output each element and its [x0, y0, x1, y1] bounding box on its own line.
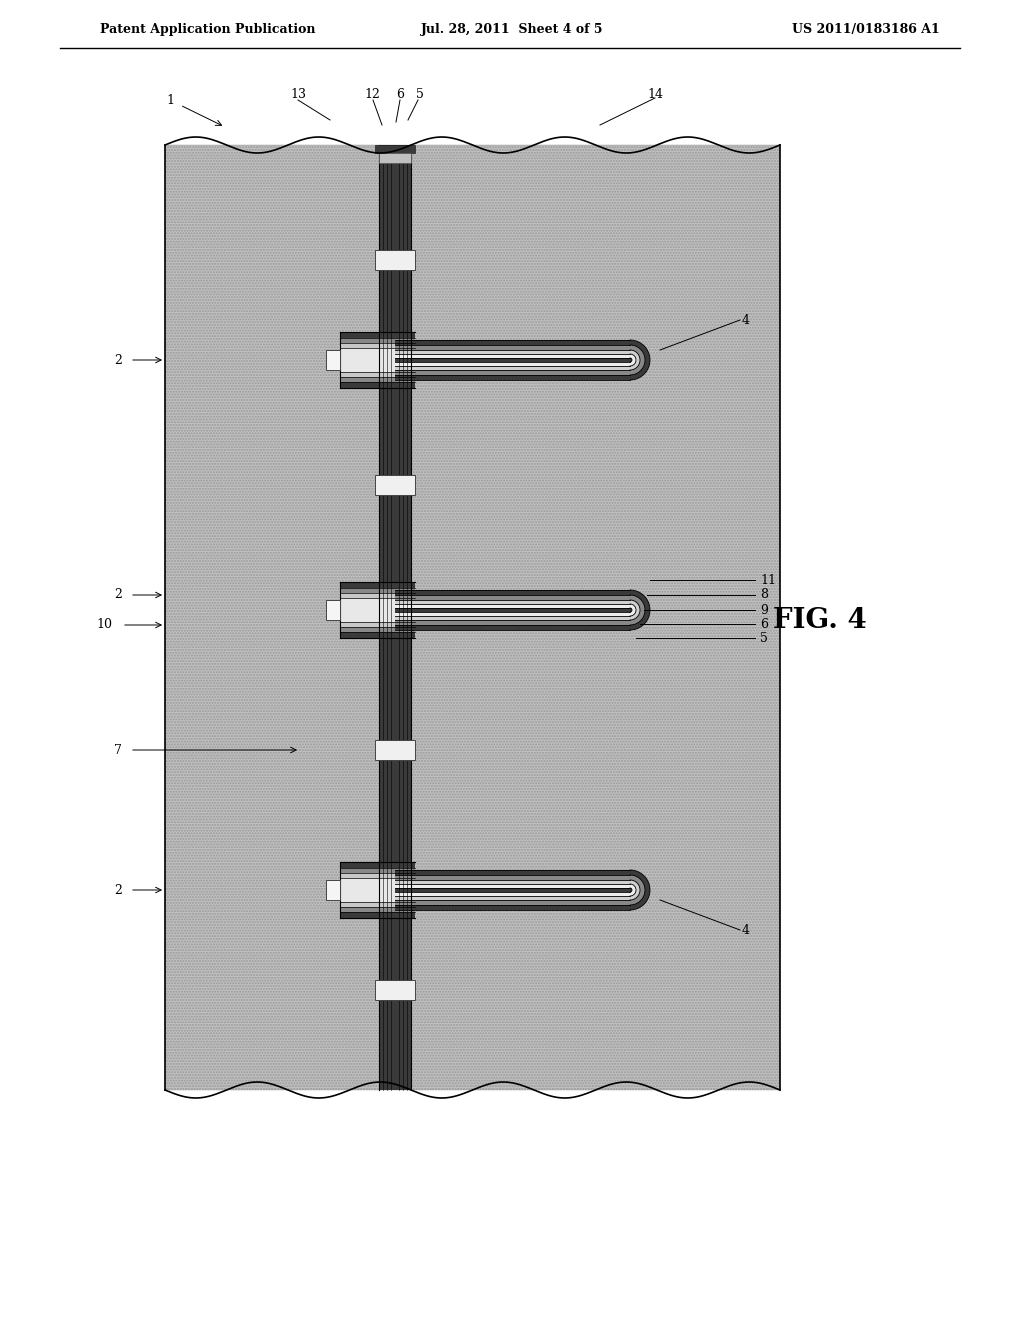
Text: 5: 5 — [760, 631, 768, 644]
Text: 4: 4 — [742, 924, 750, 936]
Bar — [395, 595, 630, 624]
Text: 6: 6 — [396, 88, 404, 102]
Text: 8: 8 — [760, 589, 768, 602]
Wedge shape — [630, 595, 645, 624]
Wedge shape — [630, 875, 645, 906]
Text: 13: 13 — [290, 88, 306, 102]
Text: 9: 9 — [760, 603, 768, 616]
Bar — [395, 888, 630, 892]
Bar — [165, 145, 780, 1090]
Bar — [395, 601, 630, 620]
Bar — [340, 348, 415, 372]
Wedge shape — [630, 350, 640, 370]
Text: 1: 1 — [166, 94, 174, 107]
Bar — [395, 590, 630, 630]
Bar — [395, 884, 630, 896]
Text: US 2011/0183186 A1: US 2011/0183186 A1 — [793, 24, 940, 37]
Text: 14: 14 — [647, 88, 663, 102]
Bar — [340, 869, 415, 912]
Text: 10: 10 — [96, 619, 112, 631]
Bar — [395, 605, 630, 616]
Bar — [326, 350, 340, 370]
Wedge shape — [630, 884, 636, 896]
Bar — [375, 475, 415, 495]
Bar — [165, 145, 780, 1090]
Wedge shape — [630, 358, 632, 362]
Text: 5: 5 — [416, 88, 424, 102]
Bar — [395, 358, 630, 362]
Bar — [375, 249, 415, 271]
Text: Jul. 28, 2011  Sheet 4 of 5: Jul. 28, 2011 Sheet 4 of 5 — [421, 24, 603, 37]
Wedge shape — [630, 590, 650, 630]
Wedge shape — [630, 880, 640, 900]
Text: 4: 4 — [742, 314, 750, 326]
Bar — [340, 598, 415, 622]
Text: 2: 2 — [114, 354, 122, 367]
Bar — [340, 878, 415, 902]
Wedge shape — [630, 609, 632, 612]
Text: 7: 7 — [114, 743, 122, 756]
Bar — [395, 875, 630, 906]
Wedge shape — [630, 870, 650, 909]
Bar — [379, 145, 411, 1090]
Bar — [326, 880, 340, 900]
Wedge shape — [630, 605, 636, 616]
Bar — [387, 145, 403, 1090]
Bar — [395, 354, 630, 366]
Bar — [375, 145, 415, 153]
Bar — [375, 979, 415, 1001]
Bar — [340, 873, 415, 907]
Bar — [383, 145, 407, 1090]
Text: 11: 11 — [760, 573, 776, 586]
Bar — [395, 880, 630, 900]
Bar — [391, 145, 399, 1090]
Wedge shape — [630, 601, 640, 620]
Text: 6: 6 — [760, 618, 768, 631]
Bar — [340, 582, 415, 638]
Bar — [395, 870, 630, 909]
Bar — [340, 338, 415, 381]
Text: FIG. 4: FIG. 4 — [773, 606, 867, 634]
Bar — [395, 345, 630, 375]
Bar — [375, 741, 415, 760]
Text: Patent Application Publication: Patent Application Publication — [100, 24, 315, 37]
Bar — [326, 601, 340, 620]
Text: 2: 2 — [114, 883, 122, 896]
Bar — [395, 609, 630, 612]
Bar — [340, 587, 415, 632]
Bar — [340, 333, 415, 388]
Wedge shape — [630, 354, 636, 366]
Wedge shape — [630, 888, 632, 892]
Bar — [340, 593, 415, 627]
Text: 2: 2 — [114, 589, 122, 602]
Bar — [340, 862, 415, 917]
Wedge shape — [630, 345, 645, 375]
Text: 12: 12 — [365, 88, 380, 102]
Bar — [340, 343, 415, 378]
Bar — [395, 341, 630, 380]
Bar — [379, 153, 411, 162]
Wedge shape — [630, 341, 650, 380]
Bar — [395, 350, 630, 370]
